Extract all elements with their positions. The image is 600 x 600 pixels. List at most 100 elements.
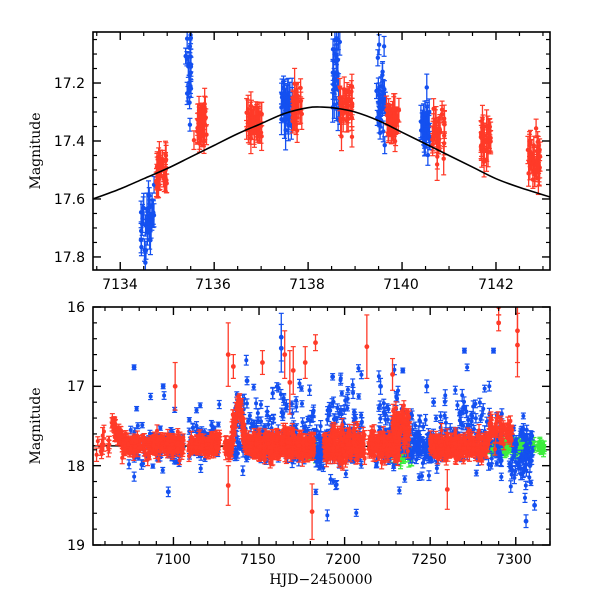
data-marker	[294, 404, 299, 409]
data-point	[278, 91, 284, 124]
data-marker	[187, 122, 193, 127]
data-marker	[134, 406, 139, 411]
data-marker	[526, 159, 532, 164]
top-ylabel: Magnitude	[28, 112, 44, 189]
data-point	[485, 136, 491, 168]
data-marker	[142, 247, 147, 253]
top-axis-ticks	[93, 32, 550, 270]
data-point	[160, 466, 166, 474]
data-marker	[143, 260, 148, 265]
data-marker	[255, 115, 261, 120]
data-point	[338, 104, 344, 136]
data-marker	[254, 401, 259, 406]
data-point	[161, 391, 167, 400]
data-marker	[294, 398, 299, 403]
data-marker	[188, 54, 193, 59]
data-point	[134, 405, 140, 412]
data-marker	[435, 154, 440, 159]
data-marker	[430, 137, 435, 142]
data-marker	[157, 174, 163, 179]
data-marker	[197, 127, 203, 132]
data-marker	[336, 37, 341, 43]
data-marker	[533, 126, 539, 131]
data-point	[533, 118, 539, 139]
data-marker	[135, 423, 140, 428]
top-panel: 17.2 17.4 17.6 17.8 7134 7136 7138 7140 …	[28, 31, 551, 293]
data-marker	[380, 72, 385, 78]
data-point	[481, 139, 487, 162]
data-marker	[259, 111, 264, 117]
data-marker	[148, 238, 153, 243]
data-marker	[298, 85, 303, 91]
data-point	[243, 354, 249, 366]
data-marker	[478, 131, 484, 136]
data-marker	[392, 107, 398, 112]
data-marker	[374, 88, 379, 94]
top-model-curve	[93, 106, 550, 200]
data-marker	[188, 64, 194, 69]
data-marker	[251, 385, 256, 390]
data-marker	[198, 403, 203, 408]
data-point	[294, 88, 300, 113]
top-ytick-label: 17.8	[54, 250, 85, 266]
data-marker	[388, 118, 394, 123]
data-marker	[127, 462, 132, 467]
data-marker	[145, 220, 151, 226]
data-marker	[382, 100, 387, 106]
data-marker	[247, 413, 252, 418]
data-point	[392, 93, 398, 126]
data-marker	[297, 381, 302, 386]
data-point	[478, 119, 484, 148]
data-marker	[424, 85, 429, 90]
data-marker	[439, 112, 445, 117]
data-point	[198, 463, 204, 474]
data-point	[426, 98, 432, 127]
data-marker	[303, 424, 308, 429]
data-point	[126, 459, 132, 470]
data-marker	[531, 143, 536, 148]
data-marker	[140, 423, 145, 428]
top-xtick-label: 7136	[195, 277, 231, 293]
data-marker	[433, 119, 438, 124]
bottom-data-points	[94, 307, 547, 541]
data-point	[530, 170, 536, 189]
data-marker	[185, 91, 191, 96]
data-marker	[150, 464, 155, 469]
data-marker	[202, 101, 207, 107]
data-marker	[194, 408, 199, 413]
data-marker	[251, 127, 257, 133]
data-marker	[530, 177, 536, 182]
data-point	[202, 87, 208, 121]
data-marker	[149, 204, 155, 209]
data-point	[186, 417, 192, 423]
data-marker	[539, 443, 544, 448]
data-marker	[163, 151, 168, 157]
data-point	[290, 112, 296, 131]
data-marker	[485, 127, 491, 132]
data-marker	[299, 386, 304, 391]
data-marker	[333, 84, 338, 89]
data-marker	[335, 57, 341, 63]
data-marker	[425, 152, 431, 158]
data-point	[135, 422, 141, 430]
data-marker	[305, 416, 310, 421]
data-point	[194, 407, 200, 414]
data-marker	[270, 391, 275, 396]
data-point	[142, 252, 148, 270]
data-marker	[138, 210, 144, 215]
top-xtick-label: 7138	[289, 277, 325, 293]
data-marker	[285, 114, 291, 119]
data-marker	[435, 127, 441, 132]
data-point	[188, 48, 194, 65]
data-marker	[290, 119, 296, 124]
data-marker	[485, 149, 491, 154]
data-marker	[209, 423, 214, 428]
data-point	[432, 109, 438, 135]
data-point	[381, 35, 387, 57]
data-marker	[281, 92, 287, 97]
data-marker	[338, 100, 343, 105]
data-point	[131, 471, 137, 482]
data-marker	[298, 109, 303, 114]
data-marker	[527, 143, 532, 148]
data-point	[150, 463, 156, 469]
